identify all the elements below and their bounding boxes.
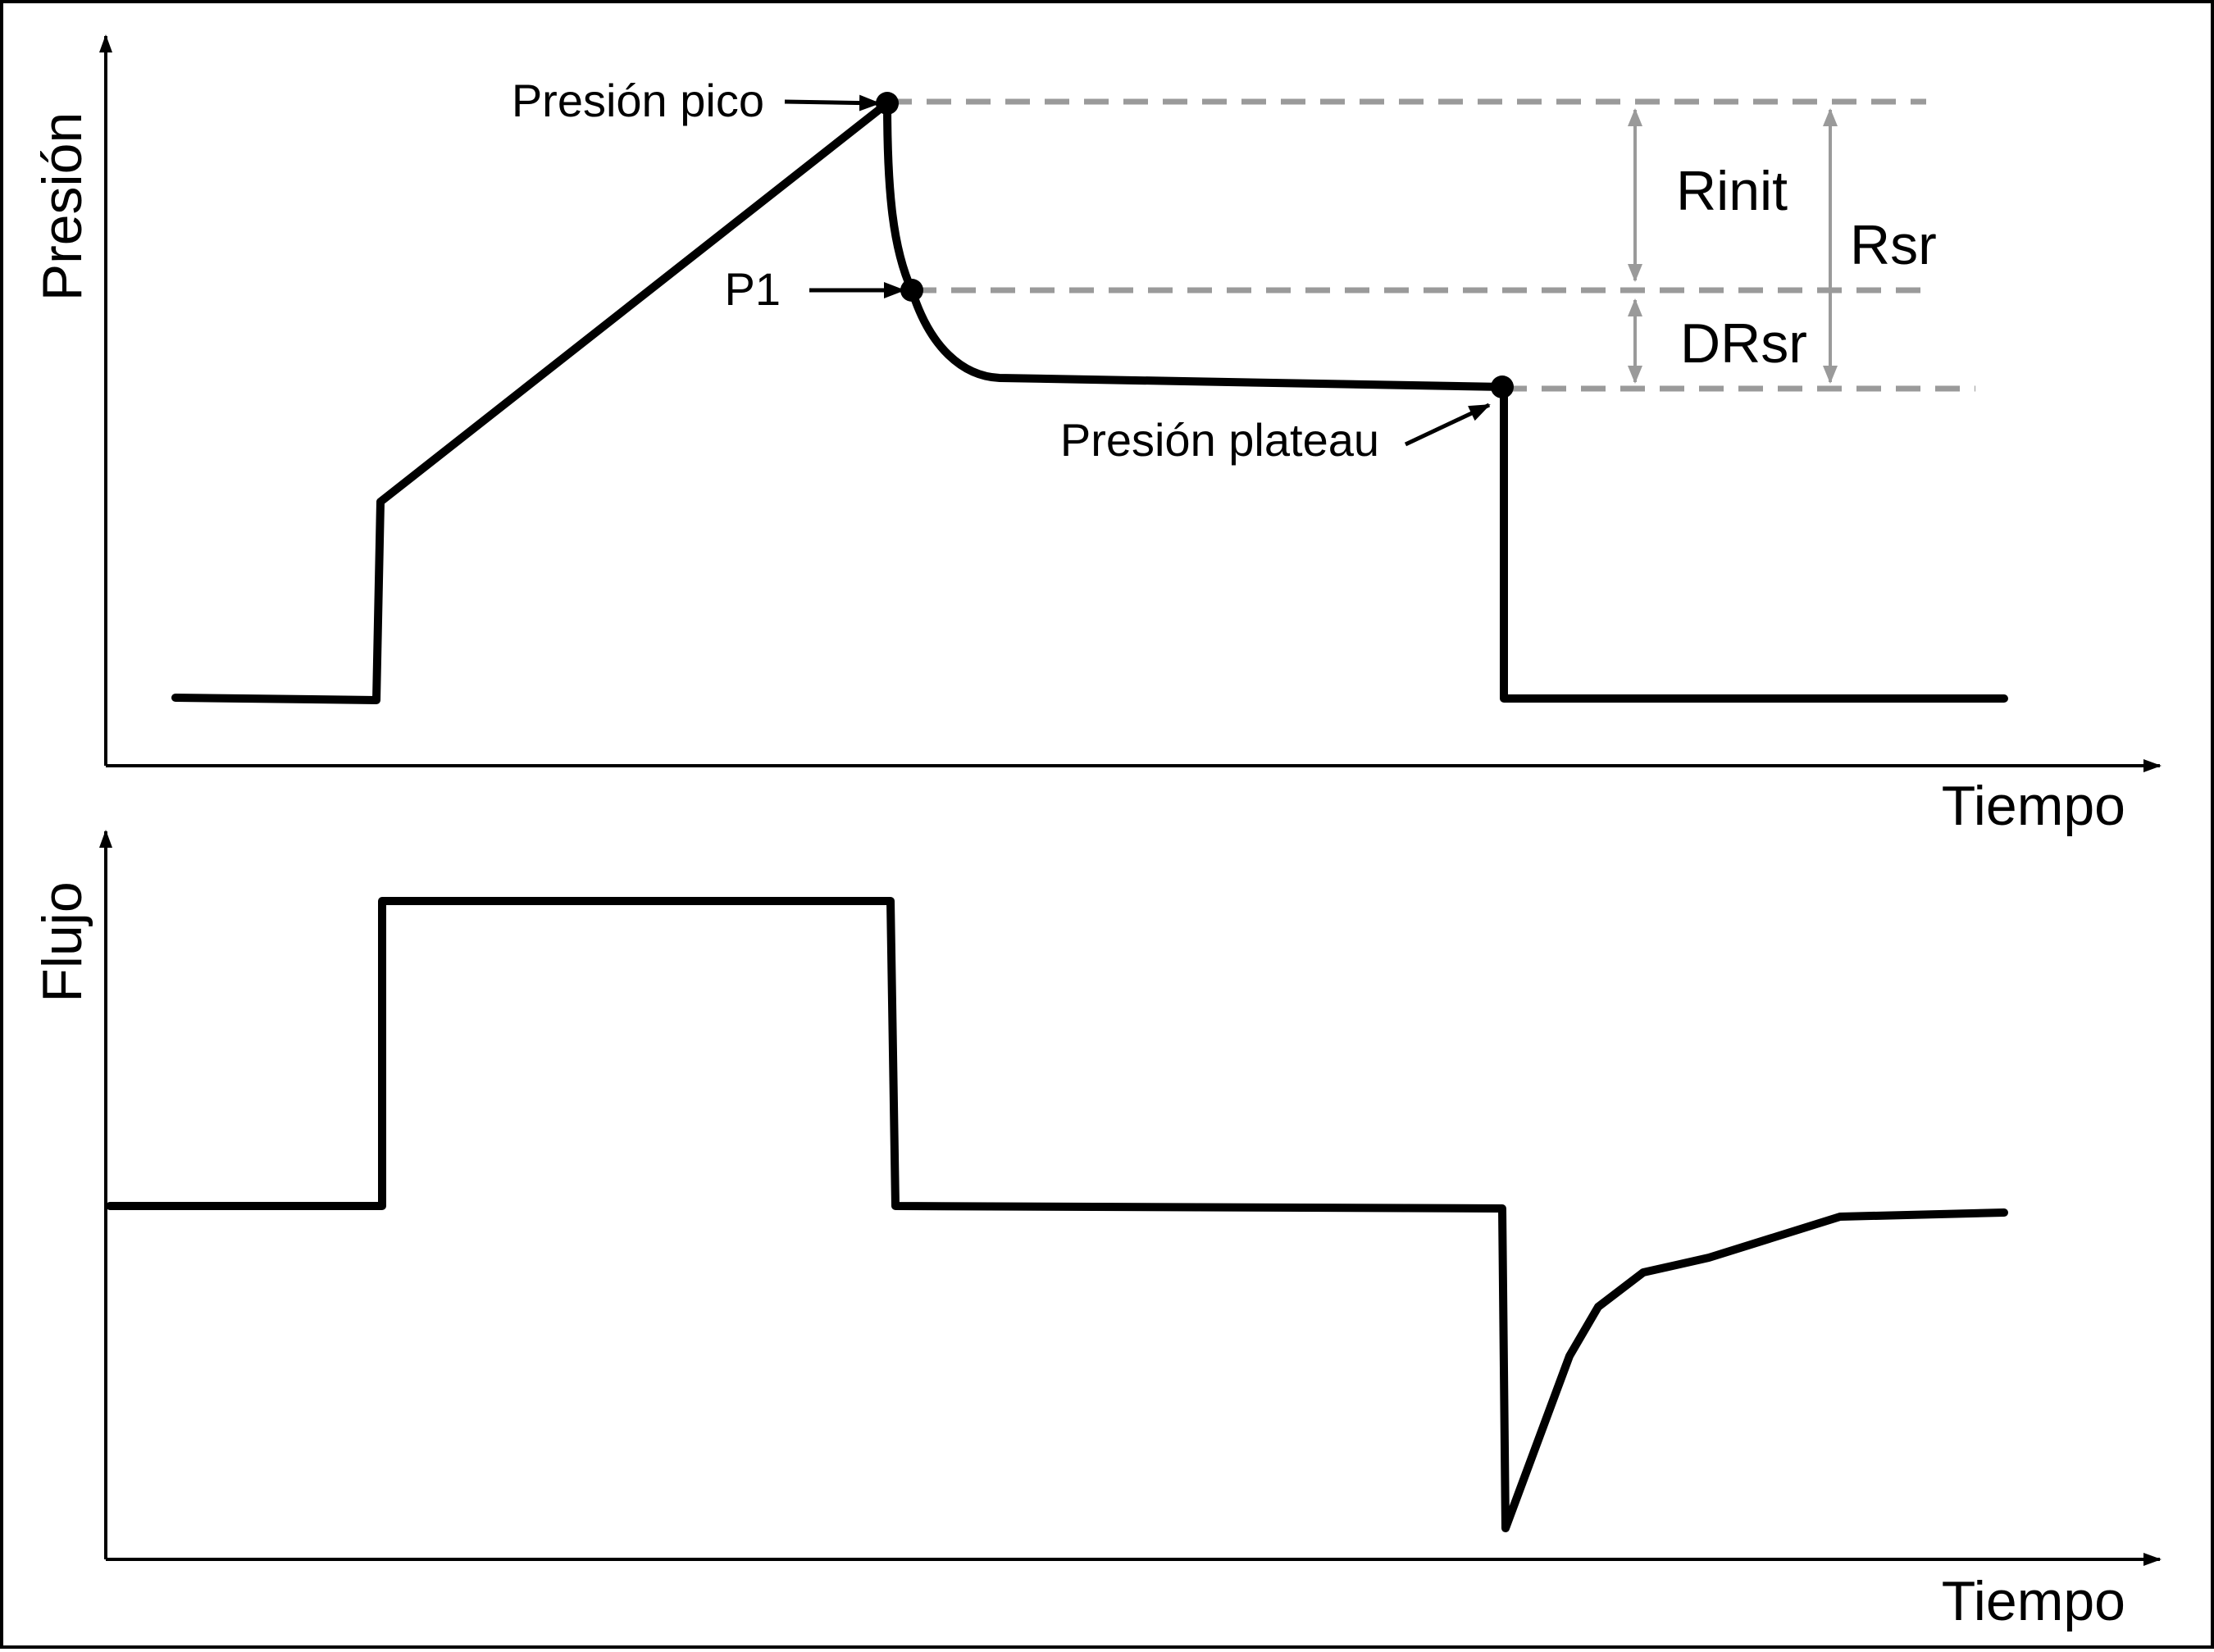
flow-panel: Flujo Tiempo <box>31 830 2162 1632</box>
drsr-label: DRsr <box>1680 312 1807 375</box>
plateau-pressure-point <box>1491 375 1514 398</box>
pressure-panel: Presión Tiempo Presión pico P1 Presión p… <box>31 34 2162 837</box>
plateau-pressure-label: Presión plateau <box>1060 414 1379 466</box>
peak-pressure-point <box>876 92 899 115</box>
ventilator-waveform-diagram: Presión Tiempo Presión pico P1 Presión p… <box>31 34 2162 1632</box>
pressure-y-axis-label: Presión <box>31 112 93 302</box>
plateau-pointer-arrow <box>1404 403 1491 447</box>
flow-x-axis-label: Tiempo <box>1942 1570 2125 1632</box>
flow-waveform <box>106 897 2008 1532</box>
flow-y-axis-label: Flujo <box>31 881 93 1002</box>
p1-point <box>900 279 923 302</box>
peak-pressure-label: Presión pico <box>512 75 764 126</box>
p1-label: P1 <box>725 263 781 315</box>
rinit-label: Rinit <box>1676 160 1788 222</box>
pressure-x-axis-label: Tiempo <box>1942 775 2125 837</box>
peak-pointer-arrow <box>784 94 881 111</box>
rsr-label: Rsr <box>1850 214 1937 276</box>
